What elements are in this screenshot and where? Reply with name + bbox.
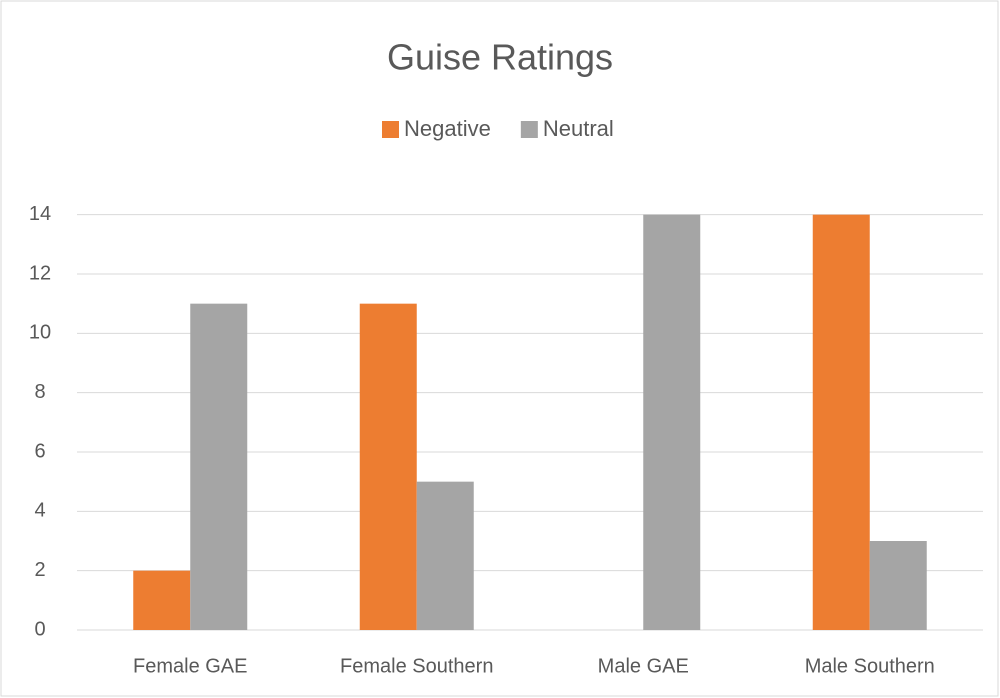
y-tick-label: 6 xyxy=(34,440,45,462)
y-tick-label: 12 xyxy=(29,262,51,284)
y-tick-label: 14 xyxy=(29,203,51,225)
y-tick-label: 4 xyxy=(34,500,45,522)
legend-label: Neutral xyxy=(543,116,614,141)
bar xyxy=(643,214,701,630)
y-tick-label: 0 xyxy=(34,618,45,640)
x-tick-label: Male Southern xyxy=(805,655,935,677)
bar xyxy=(133,570,191,630)
bar xyxy=(812,214,870,630)
legend-swatch xyxy=(382,121,399,138)
chart-title: Guise Ratings xyxy=(387,37,613,78)
x-tick-label: Female Southern xyxy=(340,655,493,677)
bar xyxy=(869,541,927,630)
y-tick-label: 10 xyxy=(29,322,51,344)
x-tick-label: Female GAE xyxy=(133,655,247,677)
x-tick-label: Male GAE xyxy=(598,655,689,677)
bar xyxy=(190,303,248,630)
legend-label: Negative xyxy=(404,116,491,141)
y-tick-label: 8 xyxy=(34,381,45,403)
bar xyxy=(359,303,417,630)
bar xyxy=(416,481,474,630)
legend-swatch xyxy=(520,121,538,138)
y-tick-label: 2 xyxy=(34,559,45,581)
